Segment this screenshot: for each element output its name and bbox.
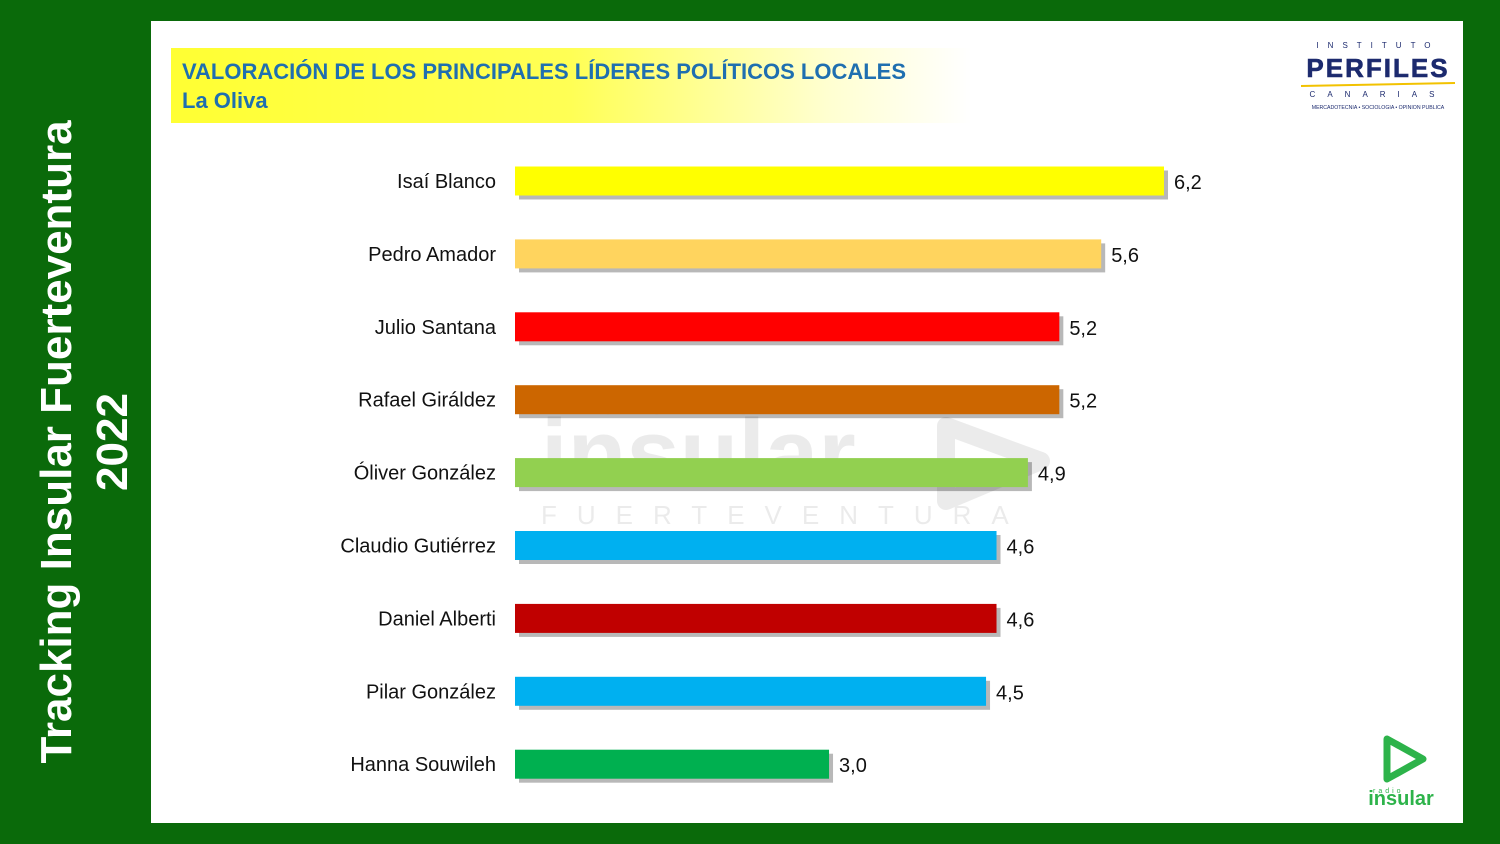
category-label: Isaí Blanco xyxy=(397,171,496,193)
bar xyxy=(515,458,1028,488)
chart-subtitle: La Oliva xyxy=(182,88,268,113)
perfiles-logo-sub: CANARIAS xyxy=(1310,90,1447,99)
radio-insular-logo: radio insular xyxy=(1368,735,1434,807)
value-label: 3,0 xyxy=(839,755,867,777)
insular-logo-main: insular xyxy=(1368,788,1434,807)
chart-panel: VALORACIÓN DE LOS PRINCIPALES LÍDERES PO… xyxy=(151,21,1463,823)
category-label: Julio Santana xyxy=(375,317,497,339)
value-label: 6,2 xyxy=(1174,172,1202,194)
perfiles-logo-main: PERFILES xyxy=(1306,53,1449,83)
side-title-line1: Tracking Insular Fuerteventura xyxy=(32,120,81,764)
value-label: 5,6 xyxy=(1111,245,1139,267)
bar-chart: Isaí Blanco 6,2 Pedro Amador 5,6 Julio Santa… xyxy=(340,166,1202,783)
side-title-line2: 2022 xyxy=(88,393,137,491)
category-label: Rafael Giráldez xyxy=(358,390,496,412)
category-label: Daniel Alberti xyxy=(378,608,496,630)
bar xyxy=(515,749,830,779)
value-label: 4,6 xyxy=(1007,537,1035,559)
perfiles-canarias-logo: INSTITUTO PERFILES CANARIAS MERCADOTECNI… xyxy=(1300,41,1456,111)
category-label: Pilar González xyxy=(366,681,496,703)
value-label: 4,9 xyxy=(1038,464,1066,486)
insular-logo-small: radio xyxy=(1373,788,1404,795)
play-icon xyxy=(1383,735,1427,783)
side-title: Tracking Insular Fuerteventura 2022 xyxy=(20,20,150,820)
category-label: Pedro Amador xyxy=(368,244,496,266)
perfiles-logo-tagline: MERCADOTECNIA • SOCIOLOGIA • OPINION PUB… xyxy=(1312,105,1445,111)
perfiles-logo-top: INSTITUTO xyxy=(1316,41,1439,50)
bar xyxy=(515,531,997,560)
bar xyxy=(515,676,987,706)
bar xyxy=(515,603,997,633)
bar xyxy=(515,312,1060,342)
bar xyxy=(515,166,1164,196)
value-label: 4,5 xyxy=(996,682,1024,704)
bar xyxy=(515,239,1102,269)
category-label: Hanna Souwileh xyxy=(350,754,496,776)
header-band xyxy=(171,48,971,123)
bar xyxy=(515,385,1060,415)
side-title-text: Tracking Insular Fuerteventura 2022 xyxy=(29,120,141,763)
chart-title: VALORACIÓN DE LOS PRINCIPALES LÍDERES PO… xyxy=(182,59,907,84)
value-label: 4,6 xyxy=(1007,609,1035,631)
category-label: Óliver González xyxy=(354,462,496,485)
value-label: 5,2 xyxy=(1069,391,1097,413)
value-label: 5,2 xyxy=(1069,318,1097,340)
category-label: Claudio Gutiérrez xyxy=(340,536,496,558)
